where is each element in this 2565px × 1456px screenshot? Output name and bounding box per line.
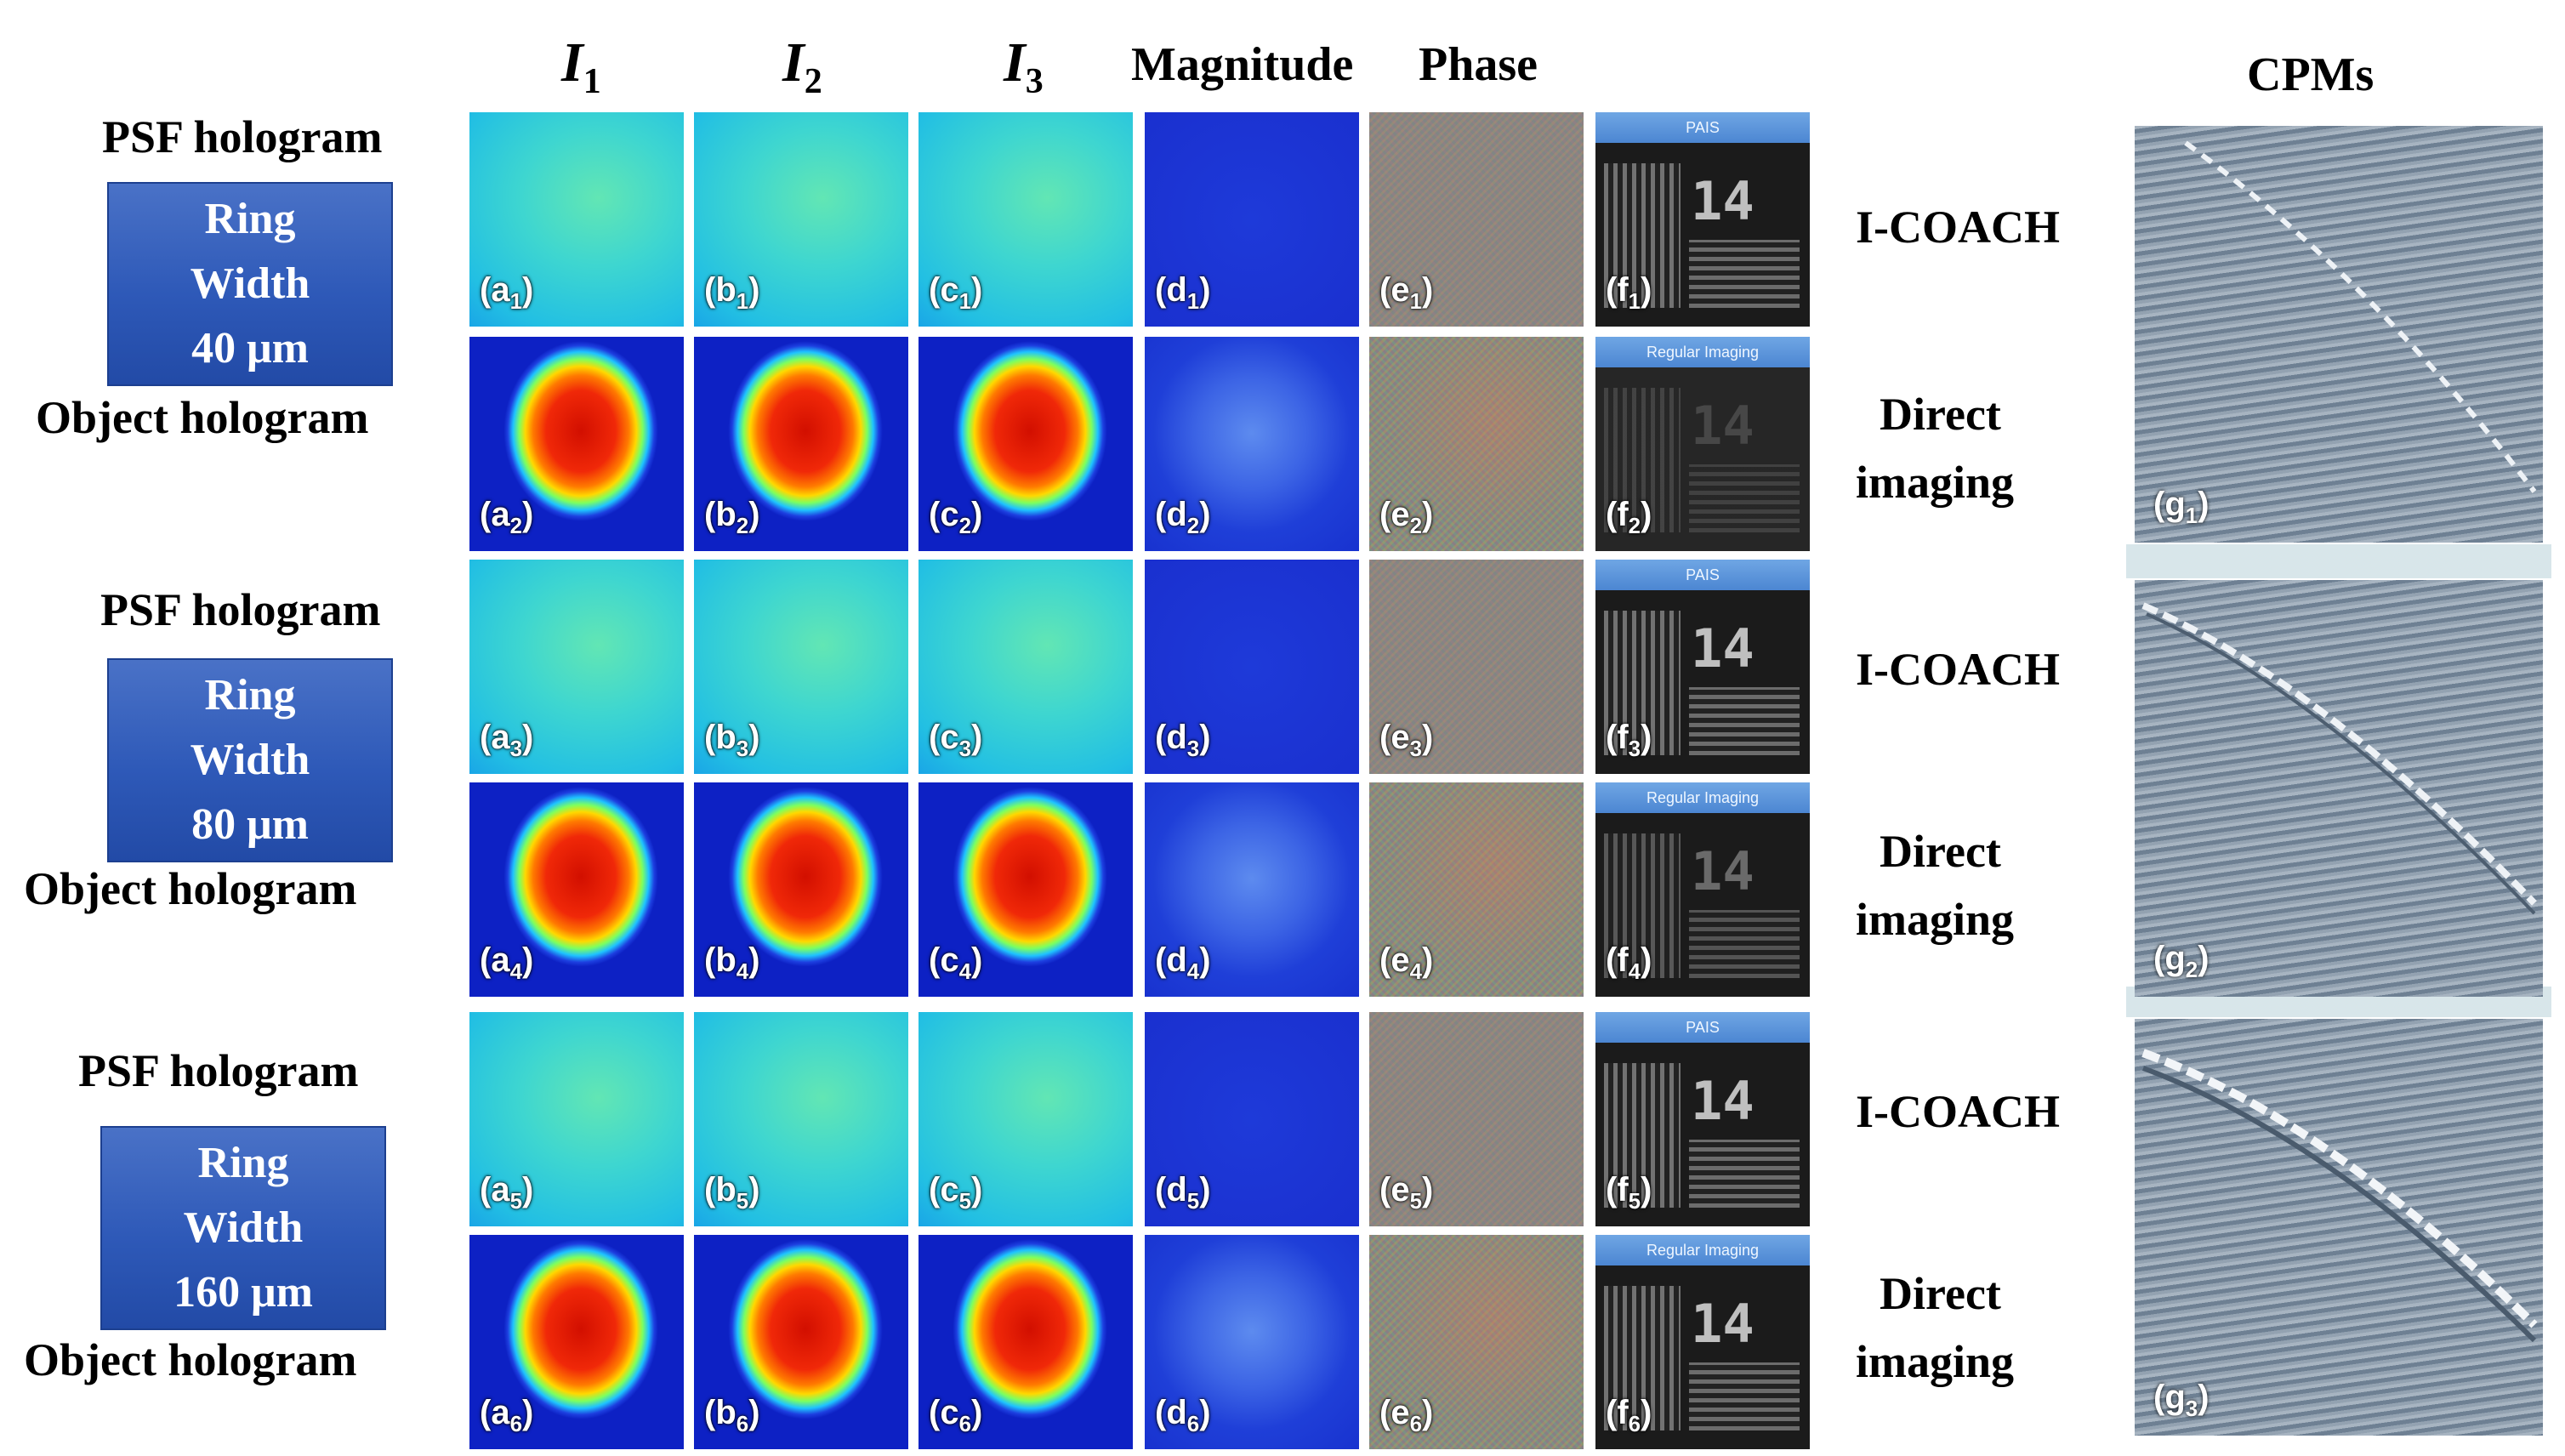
ring-width-value: 80 μm: [191, 800, 309, 849]
method-direct-1a: Direct: [1880, 389, 2001, 440]
panel-c2: (c2): [919, 337, 1133, 551]
panel-a6: (a6): [469, 1235, 684, 1449]
recon-digits: 14: [1691, 617, 1755, 680]
method-direct-2b: imaging: [1856, 894, 2015, 945]
object-hologram-label-3: Object hologram: [24, 1334, 357, 1385]
panel-f6: Regular Imaging 14 (f6): [1595, 1235, 1810, 1449]
header-i1: I1: [561, 31, 601, 102]
panel-e6: (e6): [1369, 1235, 1584, 1449]
panel-e1: (e1): [1369, 112, 1584, 327]
panel-a2: (a2): [469, 337, 684, 551]
header-cpms: CPMs: [2247, 48, 2374, 101]
panel-b1: (b1): [694, 112, 908, 327]
method-direct-2a: Direct: [1880, 826, 2001, 877]
panel-f1: PAIS 14 (f1): [1595, 112, 1810, 327]
cpm-separator-1: [2126, 544, 2551, 578]
ring-label: Ring: [204, 195, 296, 243]
ring-width-box-3: Ring Width 160 μm: [100, 1126, 386, 1330]
panel-c5: (c5): [919, 1012, 1133, 1226]
recon-digits: 14: [1691, 1293, 1755, 1355]
header-i3: I3: [1004, 31, 1044, 102]
method-direct-3b: imaging: [1856, 1336, 2015, 1387]
panel-d5: (d5): [1145, 1012, 1359, 1226]
ring-width-value: 160 μm: [173, 1268, 313, 1317]
width-label: Width: [190, 259, 310, 308]
panel-g3: (g3): [2135, 1019, 2543, 1436]
recon-title-pais: PAIS: [1595, 560, 1810, 590]
recon-digits: 14: [1691, 840, 1755, 902]
recon-title-pais: PAIS: [1595, 1012, 1810, 1043]
header-magnitude: Magnitude: [1131, 38, 1354, 91]
header-phase: Phase: [1419, 38, 1538, 91]
panel-e5: (e5): [1369, 1012, 1584, 1226]
panel-f4: Regular Imaging 14 (f4): [1595, 782, 1810, 997]
method-direct-3a: Direct: [1880, 1268, 2001, 1319]
ring-width-box-1: Ring Width 40 μm: [107, 182, 393, 386]
object-hologram-label-1: Object hologram: [36, 392, 369, 443]
panel-f2: Regular Imaging 14 (f2): [1595, 337, 1810, 551]
panel-d6: (d6): [1145, 1235, 1359, 1449]
panel-d1: (d1): [1145, 112, 1359, 327]
psf-hologram-label-1: PSF hologram: [102, 111, 383, 162]
panel-d3: (d3): [1145, 560, 1359, 774]
panel-a1: (a1): [469, 112, 684, 327]
method-icoach-1: I-COACH: [1856, 202, 2060, 253]
panel-c3: (c3): [919, 560, 1133, 774]
panel-d4: (d4): [1145, 782, 1359, 997]
panel-g2: (g2): [2135, 580, 2543, 997]
panel-e2: (e2): [1369, 337, 1584, 551]
recon-title-regular: Regular Imaging: [1595, 337, 1810, 367]
recon-title-pais: PAIS: [1595, 112, 1810, 143]
panel-g1: (g1): [2135, 126, 2543, 543]
method-direct-1b: imaging: [1856, 457, 2015, 508]
panel-b6: (b6): [694, 1235, 908, 1449]
recon-digits: 14: [1691, 170, 1755, 232]
ring-width-box-2: Ring Width 80 μm: [107, 658, 393, 862]
width-label: Width: [190, 736, 310, 784]
panel-c4: (c4): [919, 782, 1133, 997]
recon-digits: 14: [1691, 1070, 1755, 1132]
psf-hologram-label-3: PSF hologram: [78, 1045, 359, 1096]
panel-b4: (b4): [694, 782, 908, 997]
panel-a4: (a4): [469, 782, 684, 997]
method-icoach-2: I-COACH: [1856, 644, 2060, 695]
panel-e4: (e4): [1369, 782, 1584, 997]
panel-b5: (b5): [694, 1012, 908, 1226]
panel-f3: PAIS 14 (f3): [1595, 560, 1810, 774]
ring-width-value: 40 μm: [191, 324, 309, 373]
panel-d2: (d2): [1145, 337, 1359, 551]
panel-b3: (b3): [694, 560, 908, 774]
object-hologram-label-2: Object hologram: [24, 863, 357, 914]
panel-a5: (a5): [469, 1012, 684, 1226]
panel-a3: (a3): [469, 560, 684, 774]
recon-digits: 14: [1691, 395, 1755, 457]
width-label: Width: [183, 1203, 304, 1252]
psf-hologram-label-2: PSF hologram: [100, 584, 381, 635]
header-i2: I2: [782, 31, 822, 102]
panel-c1: (c1): [919, 112, 1133, 327]
ring-label: Ring: [204, 671, 296, 719]
recon-title-regular: Regular Imaging: [1595, 1235, 1810, 1265]
panel-e3: (e3): [1369, 560, 1584, 774]
method-icoach-3: I-COACH: [1856, 1086, 2060, 1137]
panel-f5: PAIS 14 (f5): [1595, 1012, 1810, 1226]
ring-label: Ring: [197, 1139, 289, 1187]
panel-b2: (b2): [694, 337, 908, 551]
panel-c6: (c6): [919, 1235, 1133, 1449]
recon-title-regular: Regular Imaging: [1595, 782, 1810, 813]
